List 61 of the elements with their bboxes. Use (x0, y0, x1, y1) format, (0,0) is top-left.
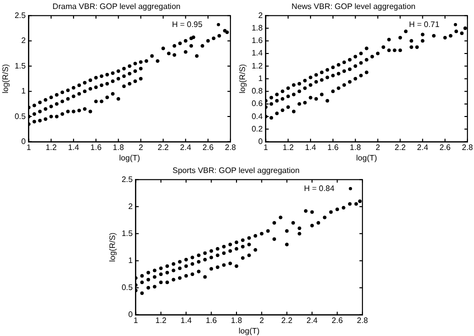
x-tick-label: 2.8 (356, 316, 369, 325)
legend-label: H = 0.71 (408, 20, 440, 29)
y-tick-label: 1.4 (252, 48, 264, 58)
x-tick-label: 1.4 (304, 142, 317, 152)
x-tick-label: 1.2 (46, 142, 58, 152)
x-tick-label: 1.6 (327, 142, 340, 152)
y-tick-label: 0.5 (14, 112, 26, 121)
y-tick-label: 0.6 (252, 99, 264, 108)
x-tick-label: 1.6 (90, 142, 102, 152)
x-tick-label: 1.8 (112, 142, 124, 152)
y-tick-label: 1.2 (252, 61, 264, 70)
x-tick-label: 2.8 (224, 142, 237, 152)
y-tick-label: 1.5 (122, 228, 134, 238)
y-tick-label: 1 (258, 74, 264, 83)
x-tick-label: 1.8 (230, 316, 243, 325)
y-tick-label: 1.8 (252, 23, 264, 32)
y-tick-label: 2.5 (14, 10, 26, 20)
x-tick-label: 2.6 (332, 316, 344, 325)
x-tick-label: 2.2 (158, 142, 170, 152)
x-axis-title: log(T) (238, 326, 260, 336)
x-tick-label: 1.4 (68, 142, 80, 152)
y-axis-title: log(R/S) (108, 232, 118, 262)
legend-label: H = 0.84 (304, 184, 335, 193)
x-tick-label: 2.4 (180, 142, 192, 152)
y-tick-label: 2.5 (122, 174, 134, 184)
y-tick-label: 2 (128, 202, 134, 211)
x-tick-label: 2.2 (394, 142, 406, 152)
x-axis-title: log(T) (119, 153, 140, 162)
y-tick-label: 0 (258, 137, 264, 146)
y-tick-label: 0 (128, 310, 134, 320)
x-tick-label: 1.6 (206, 316, 218, 325)
x-tick-label: 1.8 (350, 142, 362, 152)
x-tick-label: 1.2 (155, 316, 168, 325)
y-axis-title: log(R/S) (1, 64, 10, 94)
y-tick-label: 1 (21, 86, 26, 96)
y-tick-label: 1 (128, 256, 134, 265)
y-tick-label: 0 (21, 137, 26, 146)
x-tick-label: 2 (376, 142, 381, 152)
legend-label: H = 0.95 (172, 20, 203, 29)
y-tick-label: 1.5 (14, 61, 26, 70)
y-tick-label: 1.6 (252, 36, 264, 46)
y-tick-label: 0.8 (252, 86, 264, 96)
x-tick-label: 1.2 (282, 142, 294, 152)
y-tick-label: 2 (21, 36, 26, 46)
x-tick-label: 2.2 (281, 316, 293, 325)
x-tick-label: 1.4 (180, 316, 192, 325)
y-axis-title: log(R/S) (238, 64, 248, 94)
x-tick-label: 2.8 (462, 142, 474, 152)
x-tick-label: 2.4 (417, 142, 429, 152)
chart-title: Sports VBR: GOP level aggregation (172, 166, 300, 176)
x-tick-label: 2 (138, 142, 144, 152)
x-axis-title: log(T) (356, 153, 378, 162)
y-tick-label: 2 (258, 10, 264, 20)
chart-title: Drama VBR: GOP level aggregation (52, 2, 180, 12)
x-tick-label: 2.6 (439, 142, 452, 152)
y-tick-label: 0.4 (252, 112, 264, 121)
y-tick-label: 0.5 (122, 282, 134, 292)
chart-title: News VBR: GOP level aggregation (292, 2, 416, 12)
y-tick-label: 0.2 (252, 124, 264, 134)
x-tick-label: 2.6 (202, 142, 214, 152)
x-tick-label: 2.4 (306, 316, 318, 325)
